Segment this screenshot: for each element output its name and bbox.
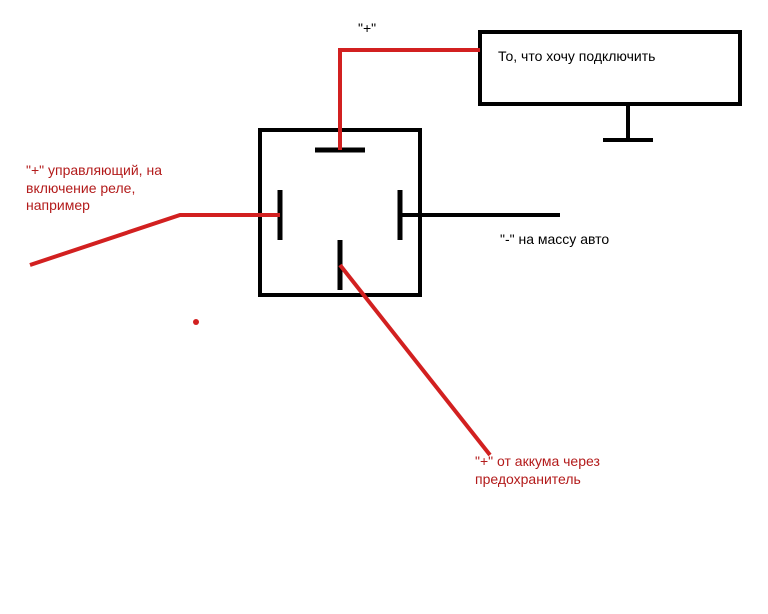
device-box (480, 32, 740, 104)
label-device-box: То, что хочу подключить (498, 48, 655, 66)
label-ground: "-" на массу авто (500, 231, 609, 249)
stray-dot (193, 319, 199, 325)
wiring-svg (0, 0, 768, 614)
wire-top-red (340, 50, 480, 150)
label-plus-top: "+" (358, 20, 376, 38)
diagram-canvas: "+" То, что хочу подключить "+" управляю… (0, 0, 768, 614)
label-accum-plus: "+" от аккума через предохранитель (475, 453, 600, 488)
wire-left-red (30, 215, 280, 265)
label-control-plus: "+" управляющий, на включение реле, напр… (26, 162, 162, 215)
